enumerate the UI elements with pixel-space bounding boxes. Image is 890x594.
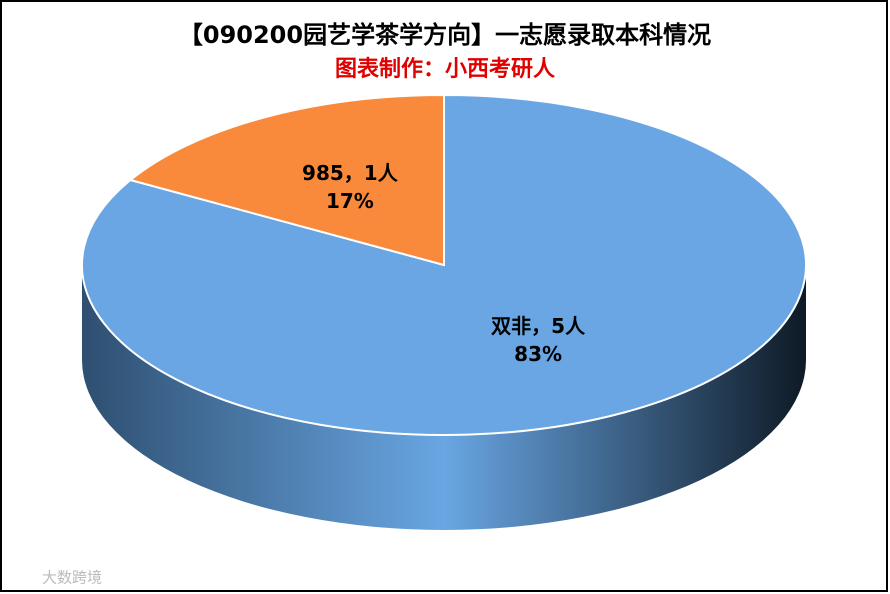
chart-title: 【090200园艺学茶学方向】一志愿录取本科情况 [179, 21, 711, 49]
watermark: 大数跨境 [42, 569, 102, 587]
pie-slice [128, 93, 445, 267]
pie-side [82, 265, 806, 530]
chart-subtitle: 图表制作：小西考研人 [335, 57, 555, 82]
percent-label: 83% [514, 342, 562, 366]
percent-label: 17% [326, 189, 374, 213]
data-label: 985，1人 [302, 161, 399, 185]
data-label: 双非，5人 [491, 314, 586, 338]
